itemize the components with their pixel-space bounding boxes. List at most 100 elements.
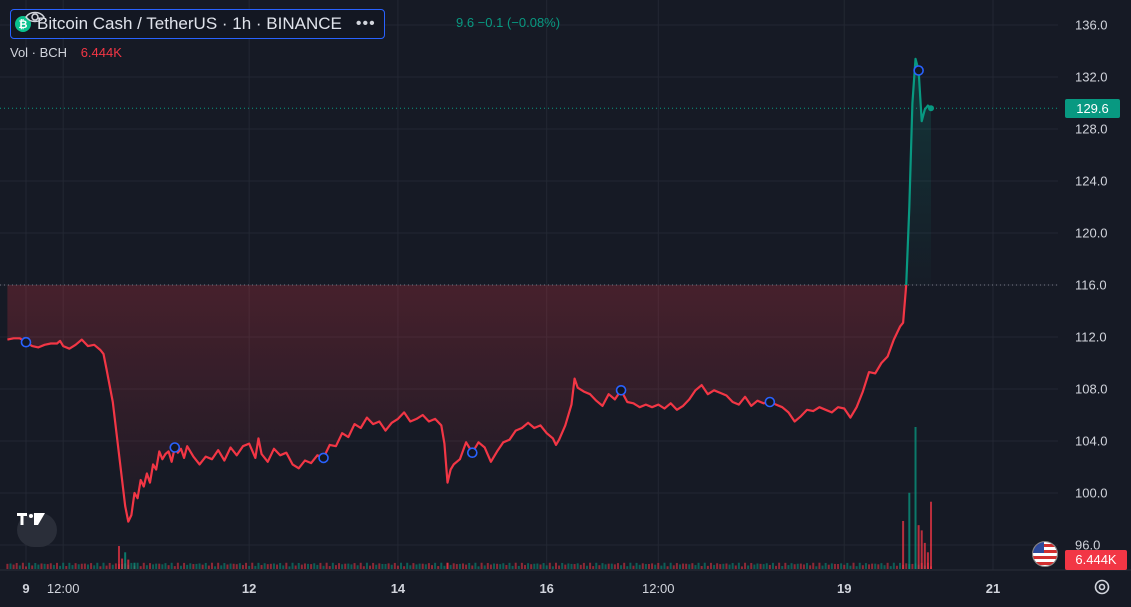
volume-bar	[6, 563, 9, 569]
volume-bar	[325, 562, 328, 569]
volume-bar	[350, 564, 353, 569]
volume-bar	[806, 563, 809, 569]
symbol-legend[interactable]: ₿ Bitcoin Cash / TetherUS · 1h · BINANCE…	[10, 9, 385, 39]
volume-bar	[226, 564, 229, 569]
volume-bar	[669, 562, 672, 569]
volume-bar	[561, 562, 564, 569]
volume-bar	[579, 564, 582, 569]
volume-bar	[282, 565, 285, 569]
volume-bar	[468, 562, 471, 569]
volume-bar	[666, 566, 669, 569]
volume-bar	[179, 565, 182, 569]
us-flag-icon[interactable]	[1032, 541, 1058, 567]
volume-bar	[703, 562, 706, 569]
volume-bar	[393, 562, 396, 569]
volume-bar	[880, 563, 883, 569]
more-icon[interactable]: •••	[355, 15, 376, 32]
volume-bar	[403, 566, 406, 569]
volume-bar	[672, 565, 675, 569]
volume-bar	[114, 563, 117, 569]
volume-bar	[52, 564, 55, 569]
volume-bar	[697, 562, 700, 569]
volume-bar	[214, 566, 217, 569]
volume-bar	[152, 564, 155, 569]
volume-bar	[406, 562, 409, 569]
volume-bar	[260, 564, 263, 569]
volume-bar	[303, 563, 306, 569]
gear-icon[interactable]	[1093, 578, 1111, 596]
volume-bar	[344, 563, 347, 569]
volume-bar	[917, 525, 920, 569]
volume-bar	[409, 565, 412, 569]
volume-bar	[334, 565, 337, 569]
volume-bar	[210, 562, 213, 569]
volume-bar	[272, 563, 275, 569]
volume-bar	[356, 565, 359, 569]
volume-bar	[536, 563, 539, 569]
volume-bar	[663, 562, 666, 569]
volume-bar	[434, 562, 437, 569]
volume-bar	[874, 563, 877, 569]
volume-bar	[868, 564, 871, 569]
volume-bar	[926, 552, 929, 569]
volume-bar	[446, 562, 449, 569]
volume-bar	[548, 562, 551, 569]
volume-bar	[331, 562, 334, 569]
event-marker	[169, 442, 181, 453]
event-marker	[913, 65, 924, 76]
volume-bar	[396, 565, 399, 569]
volume-bar	[384, 563, 387, 569]
volume-bar	[167, 565, 170, 569]
volume-bar	[204, 562, 207, 569]
volume-bar	[316, 564, 319, 569]
volume-bar	[412, 563, 415, 569]
volume-bar	[145, 565, 148, 569]
volume-bar	[877, 564, 880, 569]
volume-bar	[598, 565, 601, 569]
volume-bar	[812, 562, 815, 569]
volume-bar	[505, 564, 508, 569]
volume-bar	[465, 564, 468, 569]
volume-bar	[483, 565, 486, 569]
volume-bar	[40, 563, 43, 569]
volume-bar	[455, 564, 458, 569]
volume-bar	[288, 566, 291, 569]
volume-bar	[713, 564, 716, 569]
price-tick-label: 124.0	[1075, 174, 1108, 189]
eye-icon[interactable]	[25, 10, 45, 24]
volume-bar	[725, 563, 728, 569]
price-tick-label: 120.0	[1075, 226, 1108, 241]
volume-bar	[31, 565, 34, 569]
volume-bar	[840, 563, 843, 569]
volume-bar	[802, 564, 805, 569]
volume-bar	[545, 565, 548, 569]
volume-bar	[914, 427, 917, 569]
volume-bar	[235, 564, 238, 569]
volume-bar	[34, 563, 37, 569]
tradingview-logo-icon[interactable]	[17, 513, 57, 547]
volume-bar	[722, 563, 725, 569]
volume-bar	[582, 562, 585, 569]
volume-bar	[136, 562, 139, 569]
volume-bar	[601, 563, 604, 569]
volume-bar	[629, 562, 632, 569]
volume-bar	[223, 563, 226, 569]
volume-bar	[65, 565, 68, 569]
volume-bar	[173, 566, 176, 569]
volume-bar	[415, 564, 418, 569]
volume-bar	[930, 501, 933, 569]
volume-bar	[427, 563, 430, 569]
volume-bar	[130, 562, 133, 569]
volume-bar	[632, 565, 635, 569]
volume-bar	[338, 563, 341, 569]
volume-bar	[567, 563, 570, 569]
volume-bar	[148, 563, 151, 569]
volume-bar	[291, 562, 294, 569]
volume-legend[interactable]: Vol · BCH 6.444K	[10, 45, 122, 60]
volume-bar	[96, 562, 99, 569]
volume-bar	[251, 562, 254, 569]
volume-bar	[846, 562, 849, 569]
volume-bar	[573, 564, 576, 569]
